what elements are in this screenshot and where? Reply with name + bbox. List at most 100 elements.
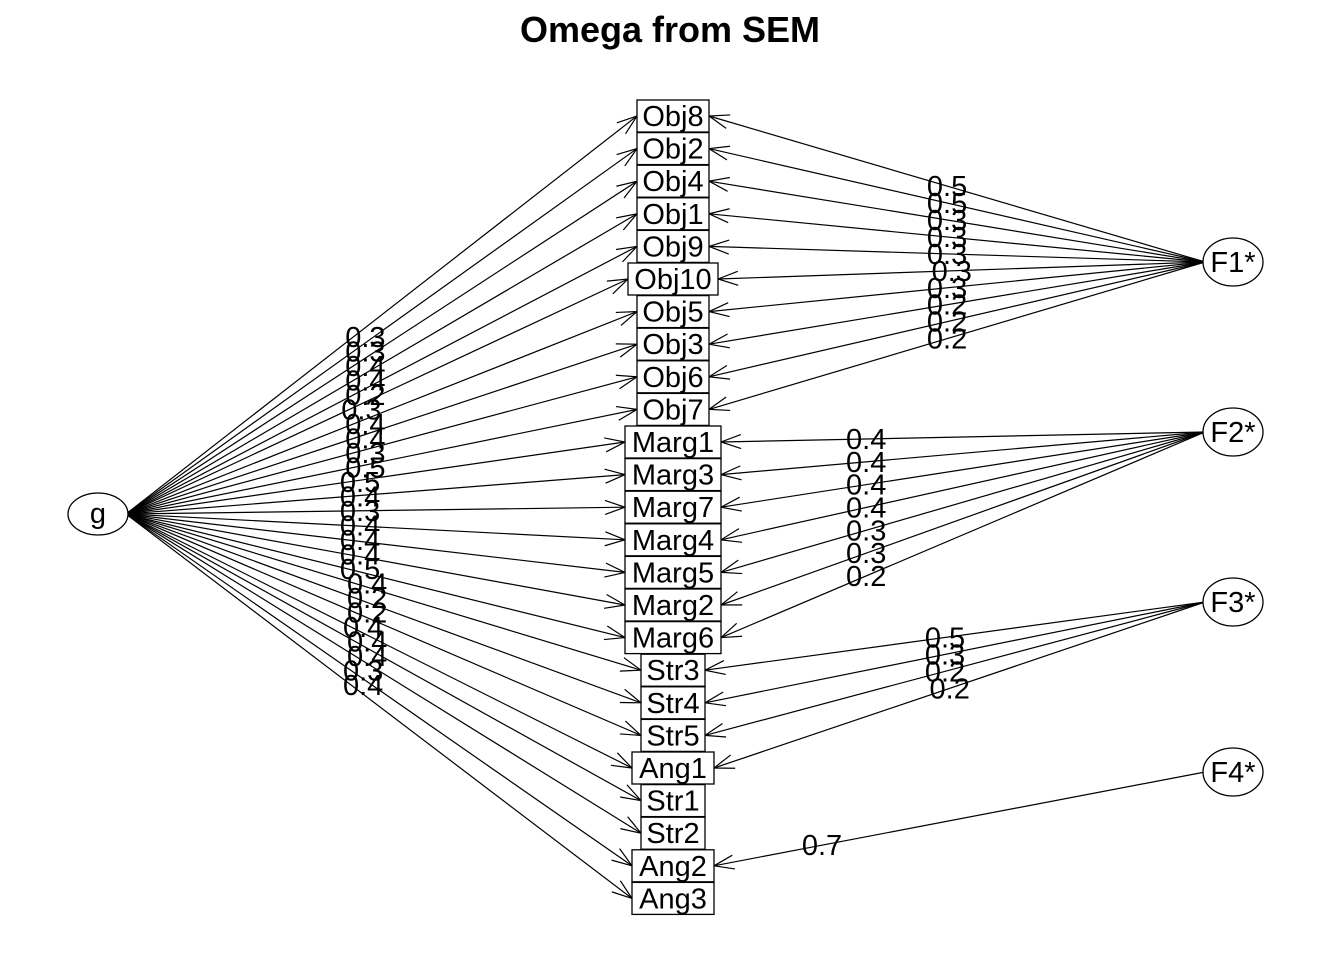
item-box: [631, 881, 715, 916]
group-factor-ellipse: [1202, 747, 1264, 797]
g-edge-marg1: [125, 442, 625, 515]
item-label: Marg2: [632, 590, 714, 622]
factor-loading-label: 0.5: [927, 188, 967, 220]
f1-edge-obj8: [709, 116, 1206, 263]
item-node-str4: Str4: [640, 686, 706, 720]
item-node-marg1: Marg1: [624, 425, 722, 459]
item-node-ang3: Ang3: [631, 881, 715, 916]
loading-labels-layer: 0.30.30.40.40.20.30.40.40.30.50.50.40.30…: [340, 171, 972, 862]
g-loading-label: 0.2: [345, 380, 385, 412]
g-loading-label: 0.4: [345, 409, 385, 441]
item-box: [640, 718, 706, 753]
f1-edge-obj9: [709, 246, 1206, 263]
factor-loading-label: 0.4: [846, 470, 886, 502]
factor-loading-label: 0.2: [846, 561, 886, 593]
factor-loading-label: 0.4: [846, 492, 886, 524]
f3-edge-str3: [705, 601, 1206, 670]
item-box: [624, 457, 722, 492]
g-loading-label: 0.4: [347, 641, 387, 673]
item-node-marg3: Marg3: [624, 457, 722, 492]
factor-loading-label: 0.3: [927, 273, 967, 305]
g-edge-obj1: [125, 214, 637, 515]
g-edge-marg4: [125, 513, 625, 540]
f2-edge-marg1: [721, 431, 1206, 442]
factor-loading-label: 0.3: [932, 256, 972, 288]
item-label: Str4: [646, 688, 699, 720]
group-factor-node-f4: F4*: [1202, 747, 1264, 797]
g-loading-label: 0.5: [340, 554, 380, 586]
item-node-obj1: Obj1: [636, 197, 710, 231]
item-node-obj9: Obj9: [636, 229, 710, 264]
g-edge-obj4: [125, 181, 637, 515]
item-label: Obj7: [642, 394, 703, 426]
f3-edge-str5: [705, 601, 1206, 735]
g-loading-label: 0.4: [345, 365, 385, 397]
g-edge-marg3: [125, 475, 625, 515]
item-node-marg5: Marg5: [624, 555, 722, 589]
g-loading-label: 0.4: [347, 627, 387, 659]
item-node-ang2: Ang2: [631, 849, 715, 883]
item-node-marg7: Marg7: [624, 490, 722, 524]
item-label: Marg1: [632, 427, 714, 459]
group-factor-label: F1*: [1210, 247, 1255, 279]
item-label: Ang2: [639, 851, 707, 883]
item-box: [640, 816, 706, 850]
f1-edge-obj5: [709, 261, 1206, 312]
item-box: [636, 327, 710, 361]
f2-edge-marg2: [721, 431, 1206, 605]
group-factor-ellipse: [1202, 407, 1264, 457]
item-node-obj4: Obj4: [636, 164, 710, 198]
f1-edge-obj6: [709, 261, 1206, 377]
g-edge-str4: [125, 513, 641, 703]
item-label: Obj8: [642, 101, 703, 133]
item-label: Ang1: [639, 753, 707, 785]
item-box: [636, 229, 710, 264]
item-box: [624, 620, 722, 655]
general-factor-label: g: [90, 498, 106, 530]
item-box: [636, 360, 710, 394]
item-node-marg6: Marg6: [624, 620, 722, 655]
group-factor-node-f1: F1*: [1202, 237, 1264, 287]
f1-edge-obj10: [718, 261, 1206, 279]
f1-edge-obj3: [709, 261, 1206, 344]
g-edge-ang2: [125, 513, 632, 866]
item-label: Obj2: [642, 134, 703, 166]
item-node-ang1: Ang1: [631, 751, 715, 785]
factor-loading-label: 0.2: [930, 673, 970, 705]
item-label: Str1: [646, 786, 699, 818]
item-node-obj10: Obj10: [627, 262, 719, 296]
g-edge-obj5: [125, 312, 637, 515]
item-node-obj7: Obj7: [636, 392, 710, 426]
item-box: [627, 262, 719, 296]
group-factor-label: F4*: [1210, 757, 1255, 789]
g-loading-label: 0.3: [340, 496, 380, 528]
f1-edge-obj4: [709, 181, 1206, 263]
item-label: Ang3: [639, 883, 707, 915]
item-label: Obj3: [642, 329, 703, 361]
factor-loading-label: 0.3: [846, 538, 886, 570]
item-box: [624, 523, 722, 557]
f2-edge-marg4: [721, 431, 1206, 540]
g-edge-obj8: [125, 116, 637, 515]
g-loading-label: 0.2: [347, 598, 387, 630]
item-box: [636, 131, 710, 166]
g-loading-label: 0.4: [340, 481, 380, 513]
factor-loading-label: 0.5: [925, 622, 965, 654]
item-label: Obj6: [642, 362, 703, 394]
g-edge-marg6: [125, 513, 625, 638]
item-node-obj2: Obj2: [636, 131, 710, 166]
item-box: [636, 294, 710, 329]
factor-loading-label: 0.5: [927, 171, 967, 203]
item-label: Marg6: [632, 623, 714, 655]
factor-loading-label: 0.7: [802, 830, 842, 862]
edges-layer: [125, 116, 1206, 898]
item-node-marg2: Marg2: [624, 588, 722, 622]
g-edge-obj6: [125, 377, 637, 515]
f3-edge-str4: [705, 601, 1206, 703]
g-loading-label: 0.3: [345, 336, 385, 368]
g-edge-str3: [125, 513, 641, 670]
item-node-marg4: Marg4: [624, 523, 722, 557]
group-factor-node-f3: F3*: [1202, 577, 1264, 627]
nodes-layer: Obj8Obj2Obj4Obj1Obj9Obj10Obj5Obj3Obj6Obj…: [67, 99, 1264, 916]
